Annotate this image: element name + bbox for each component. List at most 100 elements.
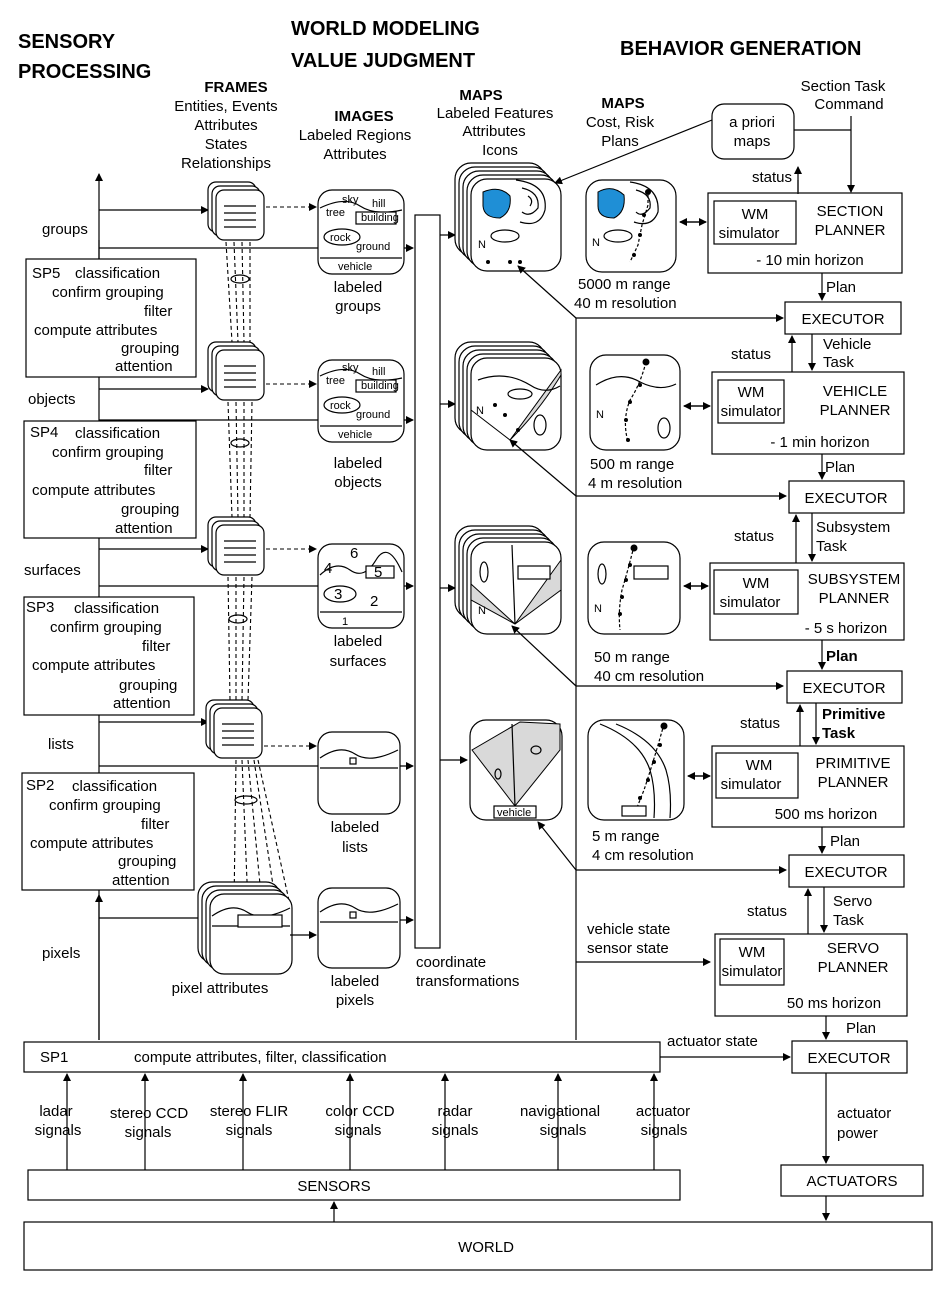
actuator-power-label: power	[837, 1125, 878, 1142]
status-label: status	[740, 715, 780, 732]
sp1-name: SP1	[40, 1049, 68, 1066]
map-caption: 4 m resolution	[588, 475, 682, 492]
maps2-title: MAPS	[601, 95, 644, 112]
section-planner: WM simulator SECTION PLANNER - 10 min ho…	[707, 192, 903, 274]
svg-text:3: 3	[334, 586, 342, 603]
map-stack-level3: N	[454, 525, 562, 635]
frames-line: Entities, Events	[174, 98, 277, 115]
a-priori-label: a priori	[729, 114, 775, 131]
signal-label: signals	[226, 1122, 273, 1139]
svg-text:simulator: simulator	[720, 594, 781, 611]
svg-text:vehicle: vehicle	[338, 429, 372, 441]
sp3-box	[23, 596, 195, 716]
frame-stack-groups	[207, 181, 265, 241]
sp5-line: grouping	[121, 340, 179, 357]
executor-box: EXECUTOR	[784, 301, 902, 335]
sp5-name: SP5	[32, 265, 60, 282]
sp2-line: compute attributes	[30, 835, 153, 852]
header-processing: PROCESSING	[18, 61, 151, 83]
signal-label: signals	[432, 1122, 479, 1139]
frame-stack-surfaces	[207, 516, 265, 576]
images-title: IMAGES	[334, 108, 393, 125]
task-label: Task	[822, 725, 856, 742]
task-label: Task	[823, 354, 854, 371]
sp2-line: filter	[141, 816, 169, 833]
sp5-line: filter	[144, 303, 172, 320]
subsystem-planner: WM simulator SUBSYSTEM PLANNER - 5 s hor…	[709, 562, 905, 641]
svg-text:simulator: simulator	[721, 403, 782, 420]
task-label: Task	[816, 538, 847, 555]
sp2-name: SP2	[26, 777, 54, 794]
svg-text:SUBSYSTEM: SUBSYSTEM	[808, 571, 901, 588]
plan-map-level2: N	[589, 354, 681, 451]
image-caption: labeled	[334, 279, 382, 296]
sp1-text: compute attributes, filter, classificati…	[134, 1049, 387, 1066]
svg-text:1: 1	[342, 616, 348, 628]
map-level4: vehicle	[469, 719, 563, 821]
vehicle-state-label: sensor state	[587, 940, 669, 957]
executor-box: EXECUTOR	[791, 1040, 908, 1074]
sp2-line: grouping	[118, 853, 176, 870]
state-to-map	[511, 625, 577, 687]
image-labeled-surfaces: 4 6 5 3 2 1	[317, 543, 405, 629]
image-caption: labeled	[334, 633, 382, 650]
sensors-label: SENSORS	[297, 1178, 370, 1195]
task-label: Subsystem	[816, 519, 890, 536]
map-vehicle-label: vehicle	[497, 807, 531, 819]
signal-label: stereo FLIR	[210, 1103, 289, 1120]
state-to-map	[537, 821, 577, 871]
task-label: Vehicle	[823, 336, 871, 353]
map-stack-level1: N	[454, 162, 562, 272]
image-labeled-groups: sky tree hill building rock ground vehic…	[317, 189, 405, 275]
sp3-line: classification	[74, 600, 159, 617]
sp3-output-surfaces: surfaces	[24, 562, 81, 579]
status-label: status	[734, 528, 774, 545]
sp1-box	[23, 1041, 661, 1073]
maps-line: Attributes	[462, 123, 525, 140]
task-label: Primitive	[822, 706, 885, 723]
actuators-box	[780, 1164, 924, 1197]
images-line: Attributes	[323, 146, 386, 163]
coord-transform-label: coordinate	[416, 954, 486, 971]
svg-text:ground: ground	[356, 409, 390, 421]
svg-text:- 1 min horizon: - 1 min horizon	[770, 434, 869, 451]
image-caption: lists	[342, 839, 368, 856]
pixel-attributes-label: pixel attributes	[172, 980, 269, 997]
header-value-judgment: VALUE JUDGMENT	[291, 50, 475, 72]
svg-text:hill: hill	[372, 198, 385, 210]
sp2-box	[21, 772, 195, 891]
svg-text:PLANNER: PLANNER	[815, 222, 886, 239]
maps2-line: Plans	[601, 133, 639, 150]
sp4-box	[23, 420, 197, 539]
sp3-line: grouping	[119, 677, 177, 694]
map-caption: 5 m range	[592, 828, 660, 845]
section-task-label: Section Task	[801, 78, 886, 95]
image-labeled-lists	[317, 731, 401, 815]
state-to-map	[517, 265, 577, 319]
svg-text:N: N	[592, 237, 600, 249]
header-world-modeling: WORLD MODELING	[291, 18, 480, 40]
map-stack-level2: N	[454, 341, 562, 451]
images-line: Labeled Regions	[299, 127, 412, 144]
actuator-state-label: actuator state	[667, 1033, 758, 1050]
frame-stack-lists	[205, 699, 263, 759]
primitive-planner: WM simulator PRIMITIVE PLANNER 500 ms ho…	[711, 745, 905, 828]
sp3-name: SP3	[26, 599, 54, 616]
svg-text:building: building	[361, 380, 399, 392]
sp3-line: compute attributes	[32, 657, 155, 674]
svg-text:- 10 min horizon: - 10 min horizon	[756, 252, 864, 269]
executor-box: EXECUTOR	[788, 480, 905, 514]
svg-text:EXECUTOR: EXECUTOR	[801, 311, 884, 328]
actuator-power-label: actuator	[837, 1105, 891, 1122]
sp4-line: filter	[144, 462, 172, 479]
map-caption: 40 m resolution	[574, 295, 677, 312]
sp3-line: confirm grouping	[50, 619, 162, 636]
task-label: Task	[833, 912, 864, 929]
sp2-line: classification	[72, 778, 157, 795]
svg-text:50 ms horizon: 50 ms horizon	[787, 995, 881, 1012]
signal-label: radar	[437, 1103, 472, 1120]
svg-text:WM: WM	[739, 944, 766, 961]
maps-line: Labeled Features	[437, 105, 554, 122]
sp3-line: filter	[142, 638, 170, 655]
